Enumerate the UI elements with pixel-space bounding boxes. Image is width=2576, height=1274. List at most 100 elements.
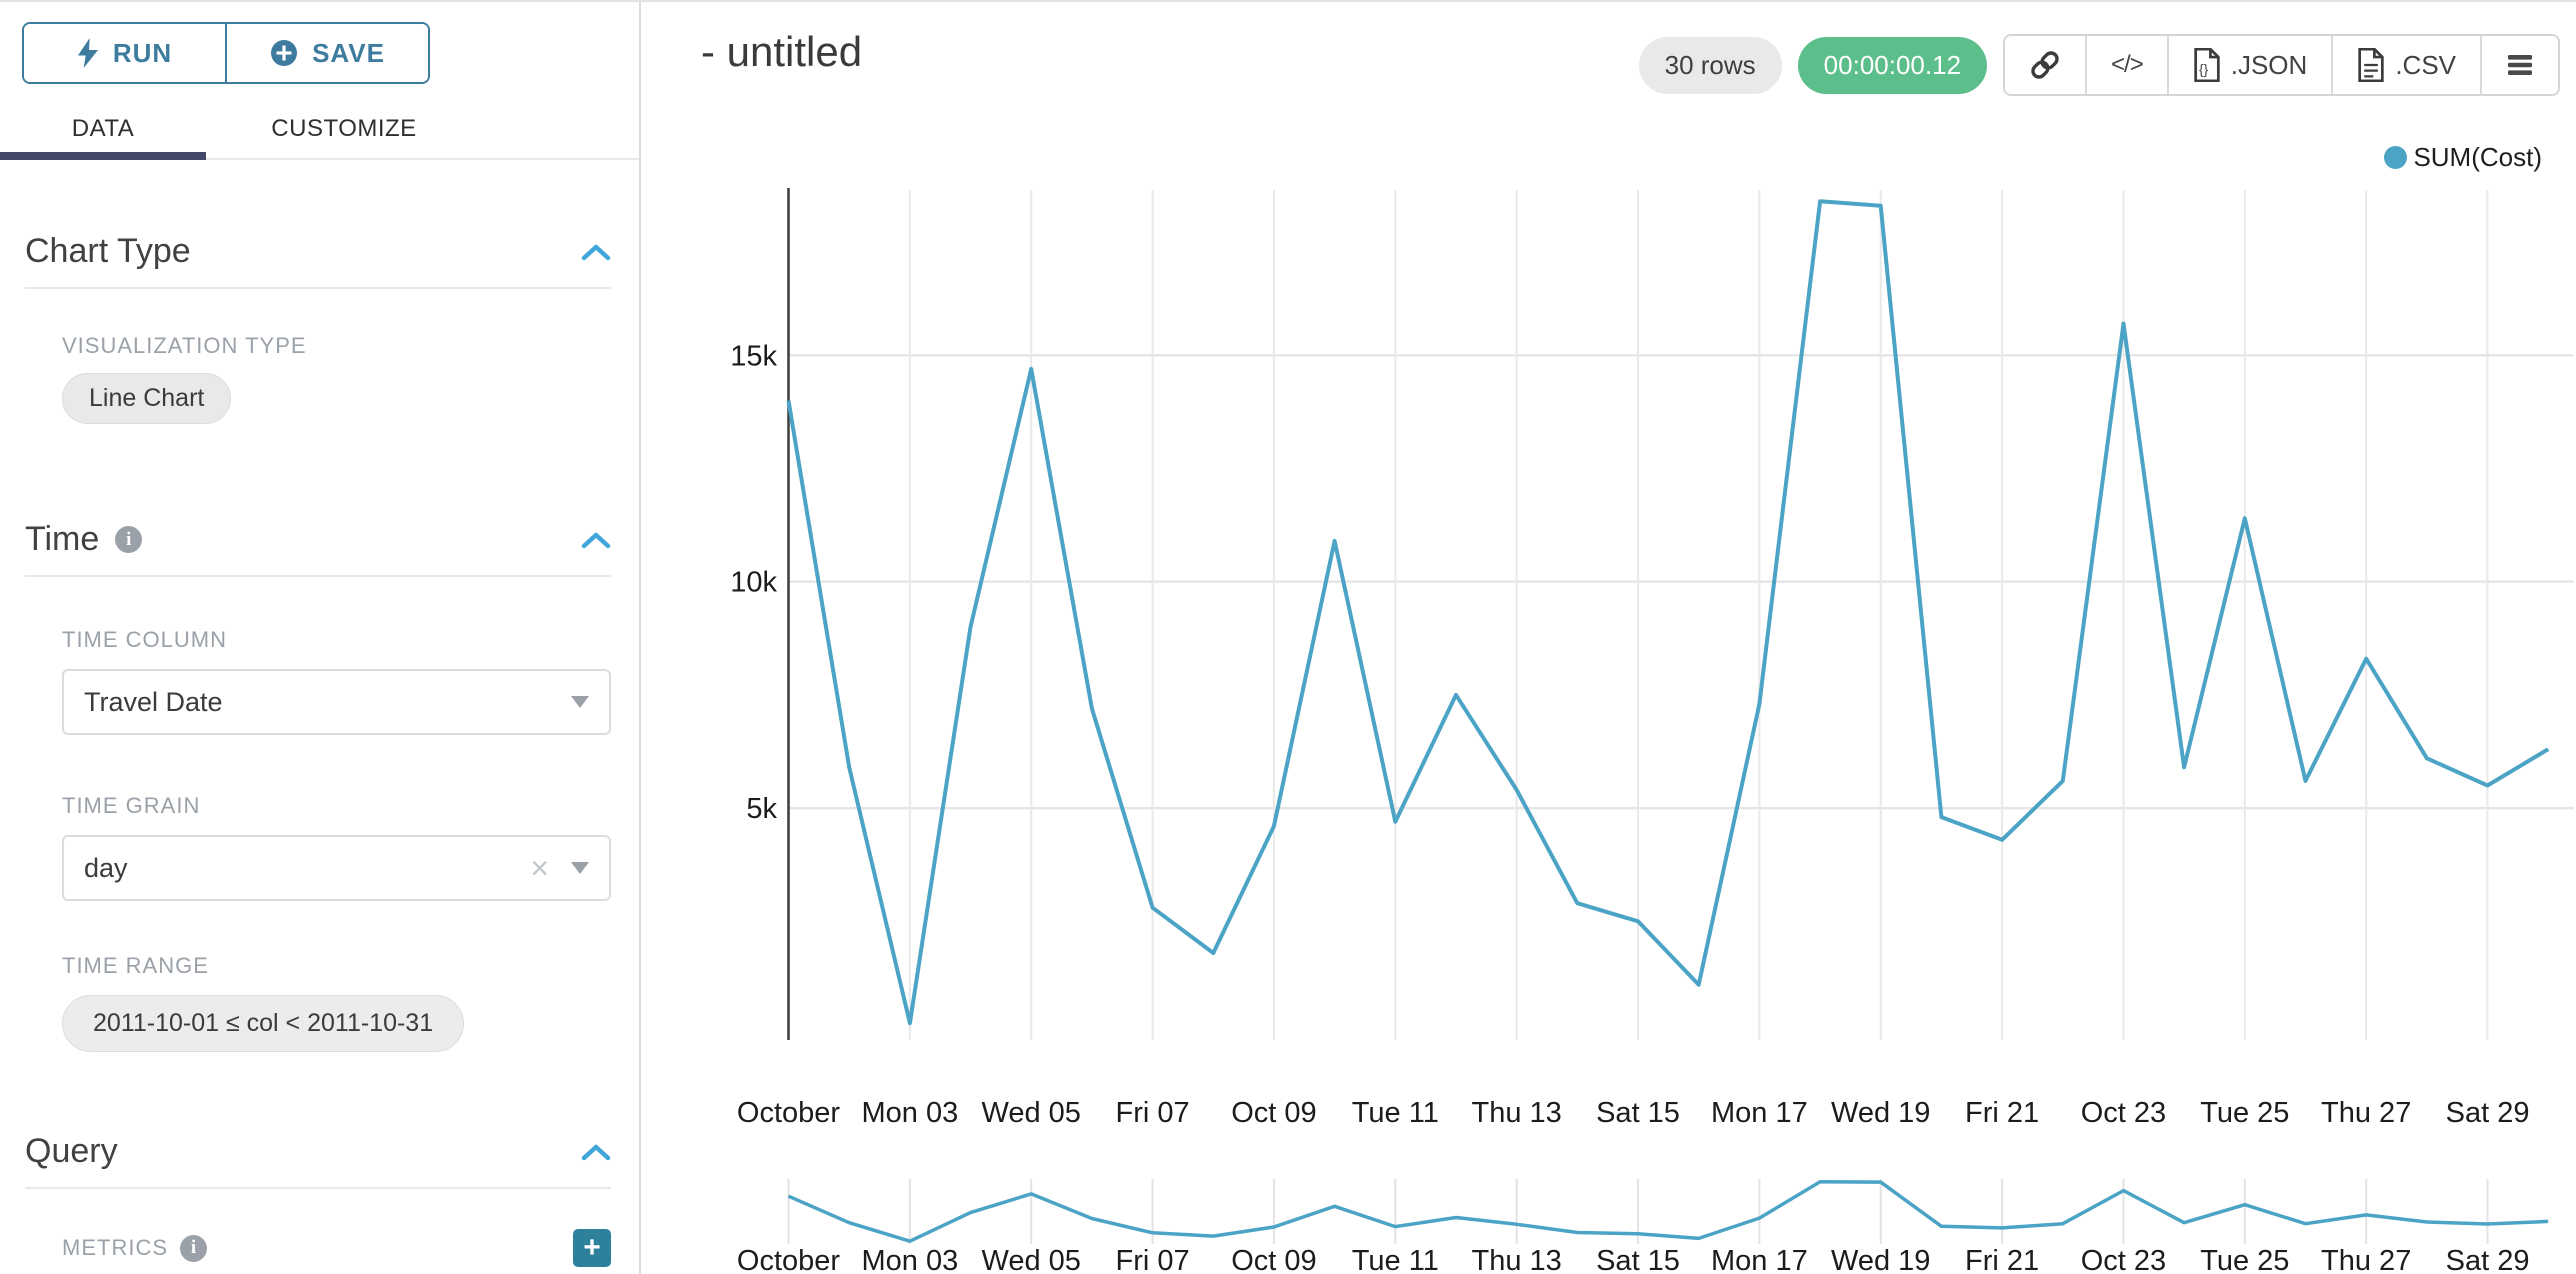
metrics-label: METRICS xyxy=(62,1235,168,1260)
query-section-header[interactable]: Query xyxy=(25,1132,611,1171)
time-column-label: TIME COLUMN xyxy=(62,627,227,652)
x-axis-tick-label: Sat 15 xyxy=(1596,1097,1680,1129)
mini-x-axis-tick-label: Sat 15 xyxy=(1596,1245,1680,1274)
page-title[interactable]: - untitled xyxy=(701,28,863,75)
json-file-icon: {} xyxy=(2194,48,2220,82)
control-sidebar: RUN SAVE DATA CUSTOMIZE Chart T xyxy=(0,2,641,1274)
mini-x-axis-tick-label: Thu 27 xyxy=(2321,1245,2411,1274)
x-axis-tick-label: Sat 29 xyxy=(2446,1097,2530,1129)
tab-customize-label: CUSTOMIZE xyxy=(271,115,417,142)
time-range-label: TIME RANGE xyxy=(62,953,209,978)
save-label: SAVE xyxy=(312,37,385,68)
mini-x-axis-tick-label: Oct 23 xyxy=(2081,1245,2166,1274)
mini-x-axis-tick-label: Tue 11 xyxy=(1352,1245,1439,1274)
mini-x-axis-tick-label: Thu 13 xyxy=(1472,1245,1562,1274)
save-button[interactable]: SAVE xyxy=(225,24,428,82)
mini-x-axis-tick-label: Wed 05 xyxy=(982,1245,1081,1274)
x-axis-tick-label: Mon 03 xyxy=(861,1097,958,1129)
hamburger-menu-icon xyxy=(2508,55,2532,75)
export-button-group: </> {} .JSON xyxy=(2003,34,2560,96)
sidebar-tabs: DATA CUSTOMIZE xyxy=(0,100,639,160)
chevron-up-icon[interactable] xyxy=(581,531,611,549)
run-button[interactable]: RUN xyxy=(24,24,225,82)
export-csv-button[interactable]: .CSV xyxy=(2331,36,2480,94)
x-axis-tick-label: Wed 19 xyxy=(1831,1097,1930,1129)
chart-legend[interactable]: SUM(Cost) xyxy=(2384,142,2542,173)
time-grain-select[interactable]: day × xyxy=(62,835,611,901)
x-axis-tick-label: Mon 17 xyxy=(1711,1097,1808,1129)
mini-x-axis-tick-label: October xyxy=(737,1245,840,1274)
series-line-main[interactable] xyxy=(786,199,2550,1026)
chart-type-title: Chart Type xyxy=(25,232,191,270)
y-axis-tick-label: 15k xyxy=(730,340,777,372)
mini-x-axis-tick-label: Sat 29 xyxy=(2446,1245,2530,1274)
view-query-button[interactable]: </> xyxy=(2085,36,2167,94)
short-link-button[interactable] xyxy=(2005,36,2086,94)
legend-series-dot xyxy=(2384,146,2408,169)
query-timer-badge: 00:00:00.12 xyxy=(1797,36,1988,94)
chevron-up-icon[interactable] xyxy=(581,243,611,261)
tab-data[interactable]: DATA xyxy=(0,100,206,160)
query-title: Query xyxy=(25,1132,118,1170)
line-chart-canvas[interactable]: 15k 10k 5k October October Mon 03 Mon 03 Wed 05… xyxy=(641,2,2574,1274)
x-axis-tick-label: Oct 09 xyxy=(1231,1097,1316,1129)
y-axis-tick-label: 5k xyxy=(746,793,777,825)
time-section-header[interactable]: Time i xyxy=(25,520,611,559)
chart-panel: - untitled 30 rows 00:00:00.12 </> xyxy=(641,2,2576,1274)
row-count-badge: 30 rows xyxy=(1638,36,1782,94)
x-axis-tick-label: Fri 21 xyxy=(1965,1097,2039,1129)
chart-header-controls: 30 rows 00:00:00.12 </> xyxy=(1638,34,2560,96)
time-grain-label: TIME GRAIN xyxy=(62,793,201,818)
query-actions: RUN SAVE xyxy=(22,22,430,84)
clear-icon[interactable]: × xyxy=(530,850,549,886)
mini-x-axis-tick-label: Wed 19 xyxy=(1831,1245,1930,1274)
link-icon xyxy=(2031,51,2059,79)
mini-x-axis-tick-label: Mon 17 xyxy=(1711,1245,1808,1274)
section-divider xyxy=(25,1187,611,1189)
caret-down-icon xyxy=(571,696,589,708)
time-title: Time xyxy=(25,520,100,558)
export-json-button[interactable]: {} .JSON xyxy=(2166,36,2332,94)
mini-x-axis-tick-label: Oct 09 xyxy=(1231,1245,1316,1274)
x-axis-tick-label: Wed 05 xyxy=(982,1097,1081,1129)
mini-x-axis-tick-label: Tue 25 xyxy=(2200,1245,2289,1274)
chevron-up-icon[interactable] xyxy=(581,1143,611,1161)
csv-file-icon xyxy=(2358,48,2385,82)
caret-down-icon xyxy=(571,862,589,874)
plus-circle-icon xyxy=(271,40,298,66)
export-json-label: .JSON xyxy=(2230,49,2308,80)
bolt-icon xyxy=(77,38,98,68)
time-column-value: Travel Date xyxy=(84,686,223,717)
mini-x-axis-tick-label: Fri 21 xyxy=(1965,1245,2039,1274)
x-axis-tick-label: Oct 23 xyxy=(2081,1097,2166,1129)
visualization-type-chip[interactable]: Line Chart xyxy=(62,373,232,424)
section-divider xyxy=(25,575,611,577)
info-icon: i xyxy=(115,526,143,553)
x-axis-tick-label: Thu 27 xyxy=(2321,1097,2411,1129)
info-icon: i xyxy=(180,1234,207,1262)
svg-text:{}: {} xyxy=(2199,62,2209,77)
time-range-chip[interactable]: 2011-10-01 ≤ col < 2011-10-31 xyxy=(62,995,465,1052)
x-axis-tick-label: Thu 13 xyxy=(1472,1097,1562,1129)
control-panel: Chart Type VISUALIZATION TYPE Line Chart… xyxy=(0,232,639,1274)
tab-data-label: DATA xyxy=(71,115,135,142)
tab-customize[interactable]: CUSTOMIZE xyxy=(206,100,482,158)
run-label: RUN xyxy=(112,37,173,68)
time-column-select[interactable]: Travel Date xyxy=(62,669,611,735)
menu-button[interactable] xyxy=(2480,36,2558,94)
x-axis-tick-label: Tue 25 xyxy=(2200,1097,2289,1129)
series-line-mini-brush[interactable] xyxy=(787,1180,2549,1243)
legend-series-label: SUM(Cost) xyxy=(2413,142,2542,172)
export-csv-label: .CSV xyxy=(2395,49,2456,80)
add-metric-button[interactable]: + xyxy=(573,1229,611,1267)
y-axis-tick-label: 10k xyxy=(730,567,777,599)
x-axis-tick-label: October xyxy=(737,1097,840,1129)
code-icon: </> xyxy=(2111,51,2144,78)
x-axis-tick-label: Tue 11 xyxy=(1352,1097,1439,1129)
mini-x-axis-tick-label: Fri 07 xyxy=(1116,1245,1190,1274)
section-divider xyxy=(25,287,611,289)
chart-type-section-header[interactable]: Chart Type xyxy=(25,232,611,271)
time-grain-value: day xyxy=(84,852,128,883)
x-axis-tick-label: Fri 07 xyxy=(1116,1097,1190,1129)
